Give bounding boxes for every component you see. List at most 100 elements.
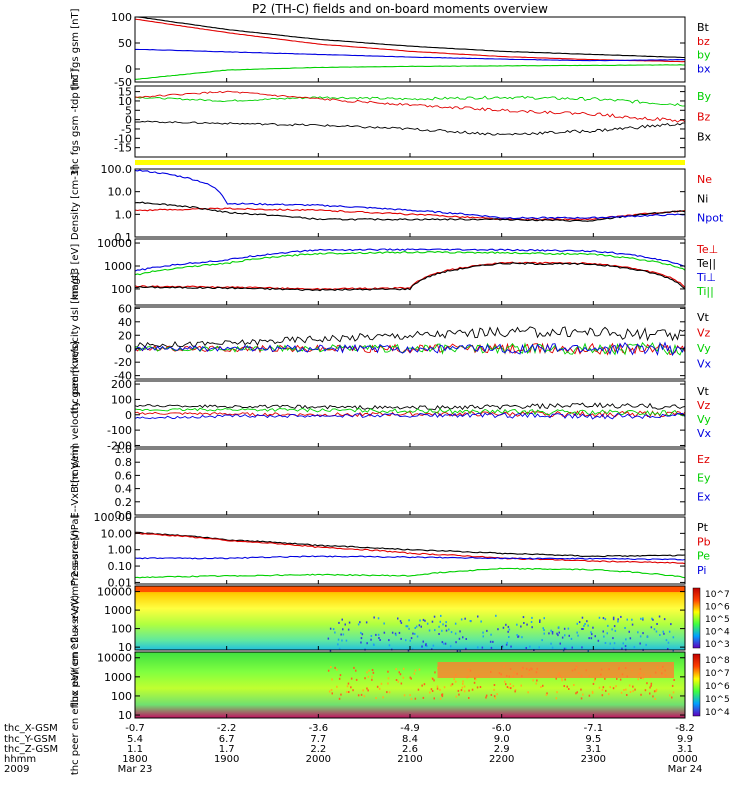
- spectrogram-pixel: [586, 620, 588, 623]
- spectrogram-pixel: [391, 631, 394, 634]
- spectrogram-pixel: [490, 646, 493, 649]
- y-axis-label: thc peir en eflux eV/(cm^2-s-sr-eV): [70, 529, 81, 706]
- x-axis-row-label: thc_X-GSM: [4, 723, 58, 734]
- spectrogram-pixel: [668, 630, 671, 633]
- spectrogram-pixel: [492, 640, 494, 643]
- colorbar: [692, 653, 701, 717]
- x-axis-value: 2300: [581, 754, 606, 765]
- spectrogram-pixel: [556, 632, 558, 635]
- spectrogram-pixel: [399, 620, 402, 623]
- spectrogram-pixel: [375, 633, 377, 636]
- y-tick-label: 0.8: [115, 456, 133, 469]
- spectrogram-pixel: [450, 631, 453, 634]
- series-line-fgs-gsm-detrended-1: [134, 90, 686, 123]
- spectrogram-pixel: [454, 632, 457, 635]
- spectrogram-pixel: [462, 682, 464, 685]
- legend-electron-velocity-1: Vz: [697, 327, 711, 340]
- spectrogram-pixel: [338, 647, 341, 650]
- spectrogram-pixel: [377, 633, 380, 636]
- spectrogram-pixel: [646, 635, 649, 638]
- spectrogram-pixel: [525, 647, 527, 649]
- spectrogram-pixel: [406, 625, 409, 628]
- spectrogram-pixel: [551, 631, 554, 633]
- spectrogram-pixel: [612, 687, 615, 690]
- legend-fgs-gsm-detrended-1: Bz: [697, 110, 711, 123]
- spectrogram-pixel: [653, 628, 656, 631]
- spectrogram-pixel: [669, 694, 671, 697]
- spectrogram-pixel: [576, 631, 578, 634]
- x-axis-value: 2.2: [310, 744, 326, 755]
- spectrogram-pixel: [615, 685, 617, 688]
- spectrogram-pixel: [415, 625, 418, 628]
- spectrogram-pixel: [633, 646, 636, 649]
- spectrogram-pixel: [619, 678, 622, 681]
- x-axis-value: 9.0: [494, 734, 510, 745]
- spectrogram-pixel: [398, 671, 400, 674]
- spectrogram-pixel: [347, 682, 350, 685]
- spectrogram-pixel: [639, 642, 641, 645]
- spectrogram-pixel: [654, 698, 656, 700]
- spectrogram-pixel: [429, 691, 431, 694]
- spectrogram-pixel: [363, 695, 366, 698]
- legend-temperature-3: Ti||: [696, 285, 714, 298]
- spectrogram-pixel: [662, 630, 664, 633]
- spectrogram-pixel: [567, 627, 570, 630]
- spectrogram-pixel: [584, 623, 586, 625]
- spectrogram-pixel: [458, 637, 461, 640]
- spectrogram-pixel: [510, 645, 512, 648]
- y-tick-label: 100: [111, 393, 132, 406]
- y-tick-label: 10: [118, 709, 132, 722]
- spectrogram-pixel: [418, 668, 421, 671]
- x-axis-value: -4.9: [400, 723, 420, 734]
- colorbar-tick-label: 10^4: [705, 628, 730, 638]
- y-axis-label: thc peer en eflux eV/(cm^2-s-sr-eV): [70, 595, 81, 775]
- spectrogram-pixel: [400, 637, 402, 640]
- y-axis-label: thc peem velocity dsl [km/s]: [70, 272, 81, 414]
- spectrogram-pixel: [496, 693, 498, 696]
- spectrogram-pixel: [388, 639, 390, 642]
- spectrogram-pixel: [605, 689, 607, 692]
- legend-electron-velocity-3: Vx: [697, 358, 712, 371]
- spectrogram-pixel: [378, 687, 381, 690]
- spectrogram-pixel: [338, 697, 341, 700]
- y-tick-label: 0.01: [108, 576, 133, 589]
- spectrogram-pixel: [612, 637, 614, 640]
- spectrogram-pixel: [631, 623, 634, 626]
- panel-frame: [134, 85, 686, 158]
- spectrogram-pixel: [364, 677, 366, 680]
- spectrogram-pixel: [504, 680, 506, 683]
- series-line-ion-velocity-2: [134, 407, 685, 417]
- spectrogram-pixel: [616, 677, 618, 680]
- panel-frame: [134, 306, 686, 380]
- spectrogram-pixel: [395, 668, 397, 671]
- spectrogram-pixel: [403, 694, 406, 697]
- spectrogram-pixel: [508, 636, 510, 638]
- x-axis-row-label: hhmm: [4, 754, 36, 765]
- spectrogram-pixel: [591, 690, 594, 693]
- spectrogram-pixel: [501, 645, 504, 648]
- spectrogram-pixel: [652, 618, 654, 621]
- legend-pressure-3: Pi: [697, 564, 706, 577]
- spectrogram-pixel: [653, 690, 656, 693]
- spectrogram-pixel: [624, 645, 627, 648]
- spectrogram-pixel: [376, 685, 379, 688]
- spectrogram-pixel: [425, 643, 427, 646]
- spectrogram-pixel: [490, 633, 492, 636]
- spectrogram-pixel: [604, 618, 607, 621]
- spectrogram-pixel: [445, 621, 447, 624]
- spectrogram-pixel: [639, 635, 642, 638]
- spectrogram-pixel: [342, 628, 344, 631]
- spectrogram-pixel: [398, 631, 401, 634]
- spectrogram-pixel: [436, 687, 439, 690]
- y-tick-label: 0.1: [115, 231, 133, 244]
- spectrogram-pixel: [514, 690, 516, 693]
- y-tick-label: 15: [118, 86, 132, 99]
- spectrogram-pixel: [394, 632, 397, 635]
- spectrogram-pixel: [341, 639, 343, 642]
- spectrogram-pixel: [340, 633, 342, 636]
- spectrogram-pixel: [421, 684, 423, 687]
- spectrogram-pixel: [588, 694, 591, 697]
- colorbar-tick-label: 10^3: [705, 640, 730, 650]
- spectrogram-pixel: [352, 689, 354, 692]
